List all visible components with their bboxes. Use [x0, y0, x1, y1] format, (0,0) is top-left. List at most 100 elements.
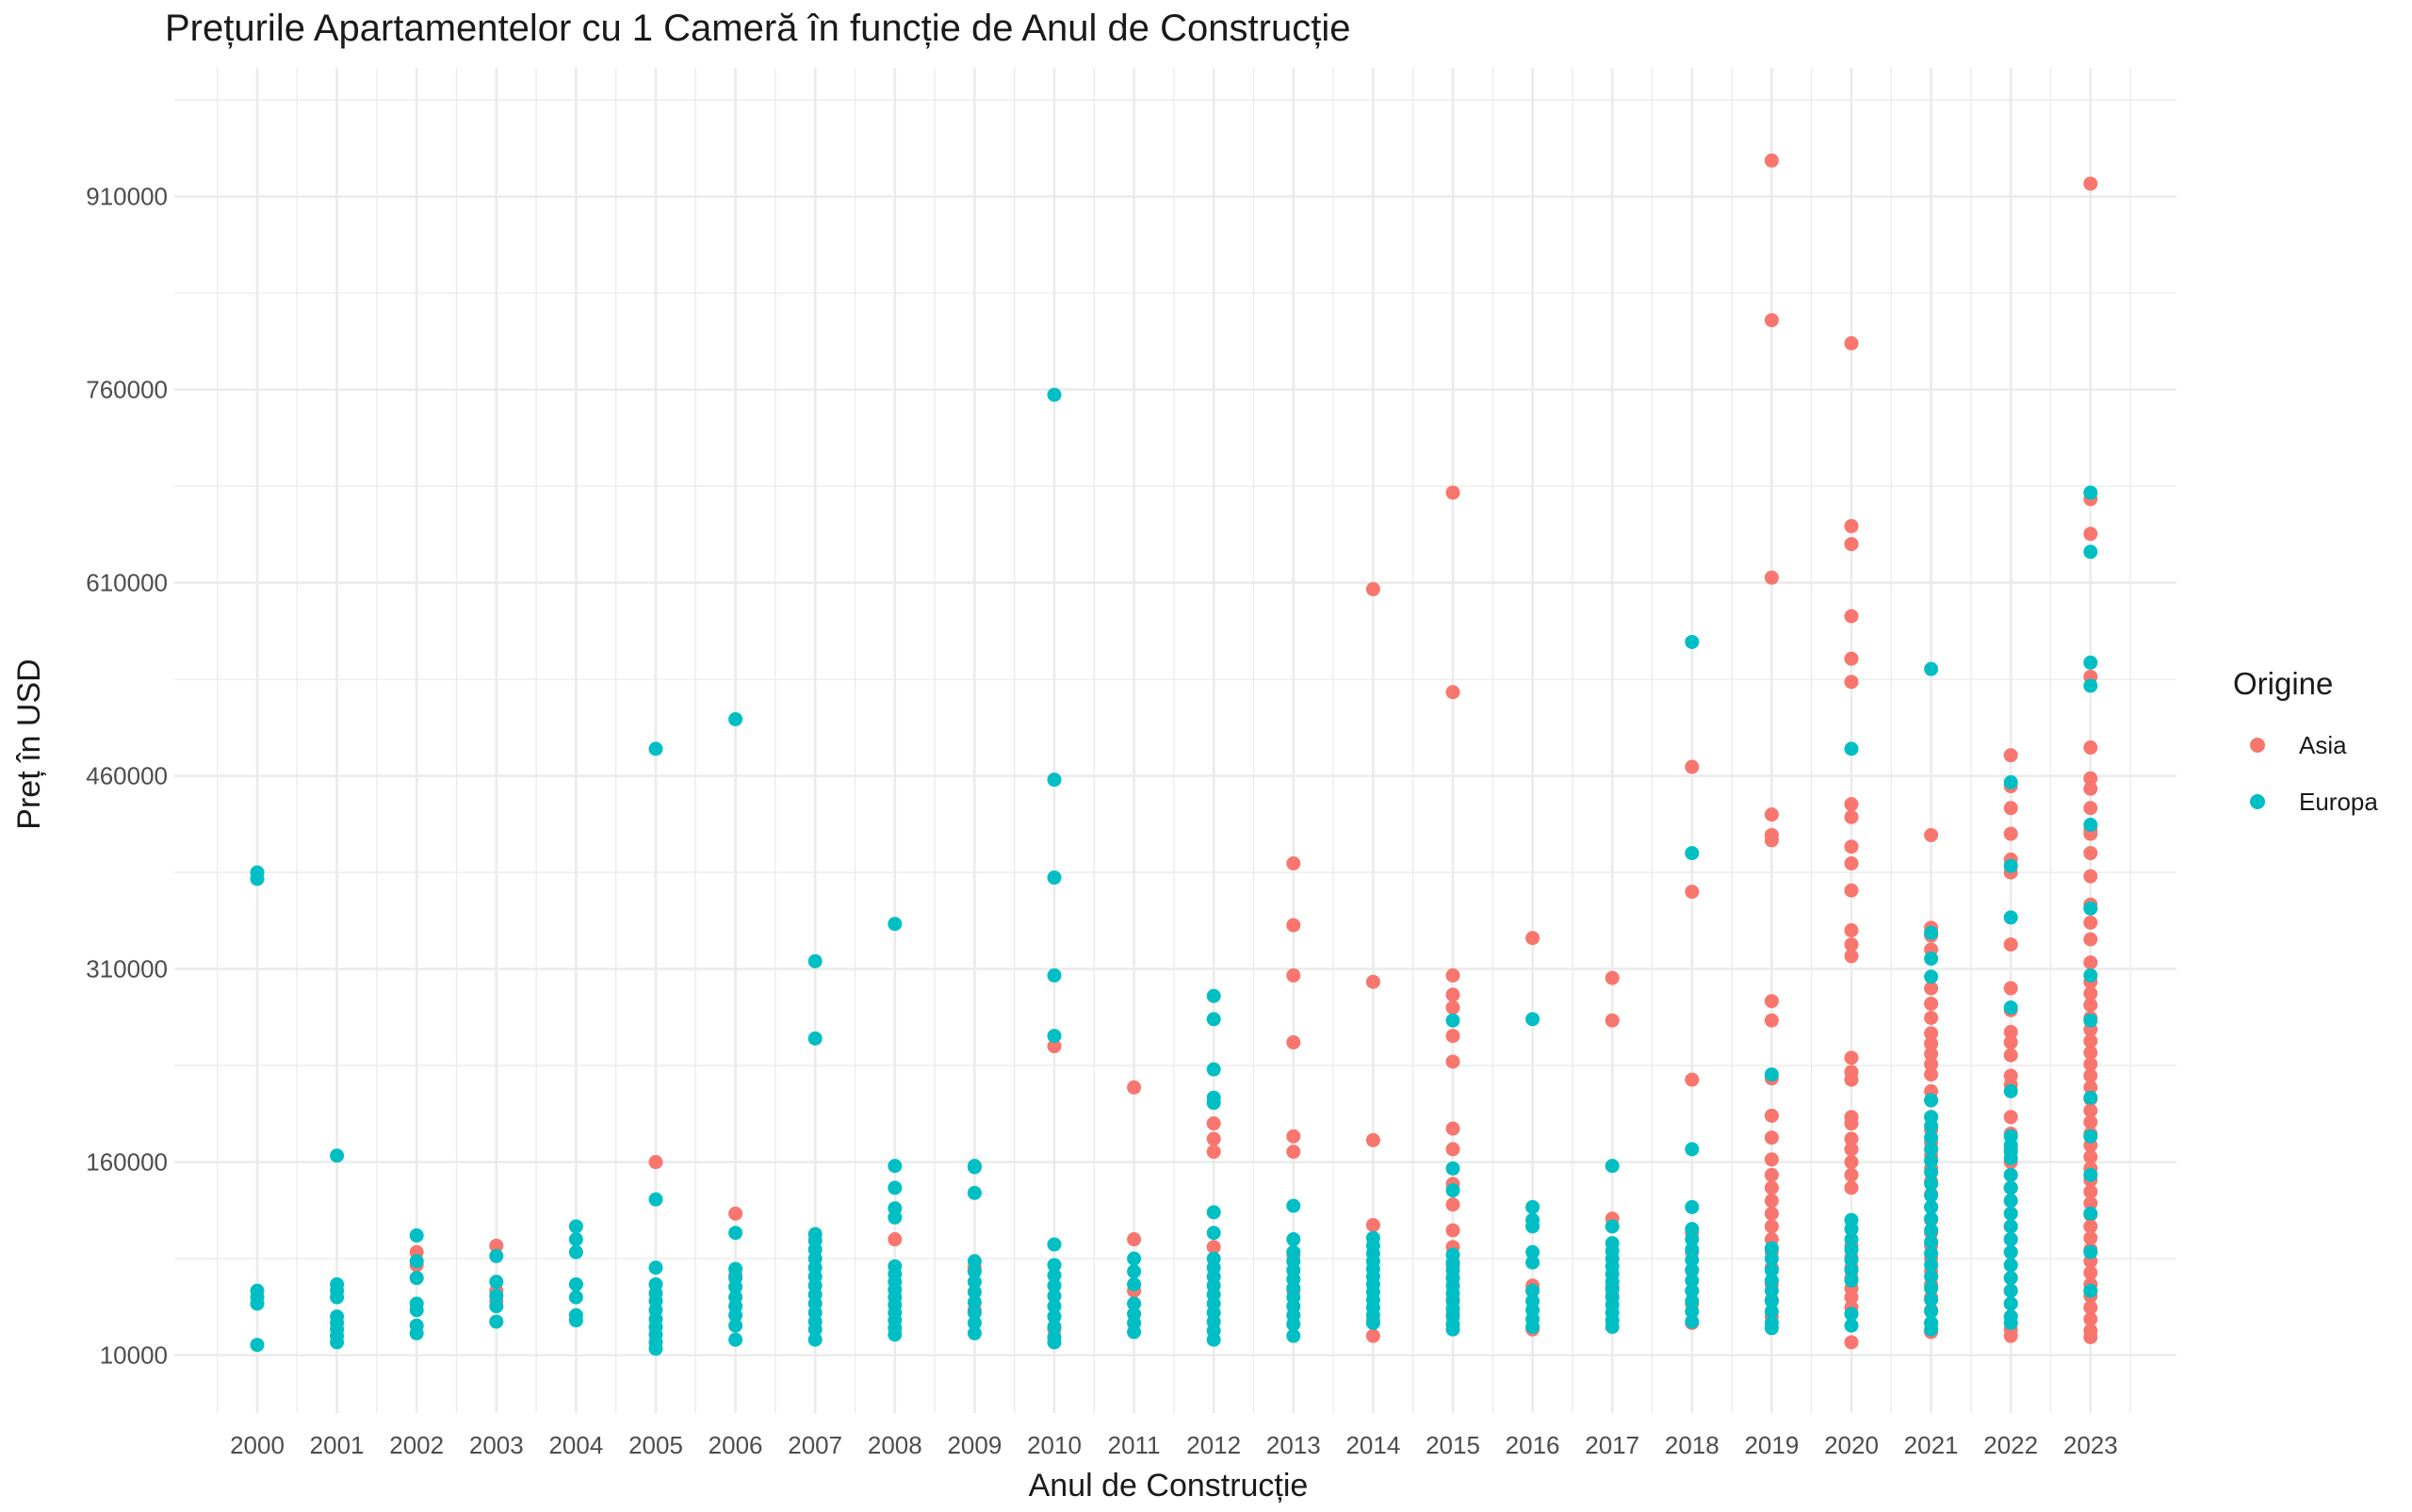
data-point-asia [2083, 1219, 2098, 1234]
data-point-asia [1685, 885, 1700, 900]
data-point-asia [2083, 1265, 2098, 1280]
data-point-europa [648, 741, 663, 756]
x-tick-label: 2021 [1904, 1431, 1959, 1459]
data-point-asia [1844, 537, 1859, 552]
data-point-europa [1685, 1222, 1700, 1237]
data-point-europa [1844, 1222, 1859, 1237]
data-point-asia [1365, 974, 1380, 989]
y-tick-label: 460000 [86, 762, 168, 790]
data-point-europa [1047, 1309, 1062, 1325]
data-point-europa [2003, 910, 2018, 925]
data-point-asia [1286, 856, 1301, 871]
data-point-europa [1525, 1199, 1540, 1214]
data-point-europa [1127, 1276, 1142, 1292]
data-point-asia [2083, 1184, 2098, 1199]
data-point-europa [250, 1296, 265, 1311]
data-point-asia [1844, 1142, 1859, 1157]
data-point-europa [1047, 387, 1062, 402]
y-tick-label: 760000 [86, 376, 168, 404]
data-point-europa [1924, 1234, 1939, 1249]
data-point-europa [1844, 741, 1859, 756]
data-point-asia [1844, 923, 1859, 938]
data-point-europa [1924, 1142, 1939, 1157]
data-point-europa [807, 1031, 823, 1046]
data-point-europa [2003, 1206, 2018, 1221]
data-point-asia [1764, 313, 1779, 328]
data-point-europa [1206, 1062, 1221, 1077]
data-point-europa [489, 1248, 504, 1263]
data-point-asia [1764, 570, 1779, 585]
data-point-europa [888, 917, 903, 932]
data-point-europa [728, 1308, 743, 1323]
data-point-europa [1844, 1273, 1859, 1288]
data-point-europa [888, 1327, 903, 1342]
legend-title: Origine [2233, 666, 2333, 701]
data-point-europa [568, 1244, 583, 1260]
data-point-europa [1365, 1315, 1380, 1330]
legend-key-asia [2250, 738, 2265, 753]
data-point-asia [1445, 1029, 1460, 1044]
data-point-asia [1286, 967, 1301, 983]
data-point-asia [1844, 1131, 1859, 1146]
data-point-europa [1924, 1280, 1939, 1295]
data-point-europa [2003, 1244, 2018, 1260]
data-point-asia [728, 1206, 743, 1221]
data-point-asia [2083, 740, 2098, 756]
data-point-europa [967, 1185, 982, 1200]
data-point-asia [2083, 1230, 2098, 1245]
data-point-europa [568, 1290, 583, 1305]
data-point-europa [807, 953, 823, 968]
data-point-asia [1445, 1223, 1460, 1238]
data-point-europa [2003, 774, 2018, 789]
x-tick-label: 2018 [1665, 1431, 1719, 1459]
x-tick-label: 2012 [1186, 1431, 1241, 1459]
data-point-asia [1286, 1129, 1301, 1144]
data-point-europa [1127, 1251, 1142, 1266]
data-point-europa [1525, 1283, 1540, 1298]
x-tick-label: 2017 [1585, 1431, 1639, 1459]
data-point-europa [648, 1341, 663, 1357]
data-point-europa [1525, 1244, 1540, 1260]
data-point-asia [1365, 581, 1380, 596]
y-tick-label: 610000 [86, 569, 168, 597]
data-point-europa [1286, 1198, 1301, 1213]
data-point-europa [1127, 1325, 1142, 1340]
data-point-asia [1844, 1050, 1859, 1065]
data-point-asia [1844, 839, 1859, 854]
data-point-asia [2083, 1329, 2098, 1344]
data-point-europa [1445, 1161, 1460, 1176]
data-point-europa [1685, 1252, 1700, 1267]
x-tick-label: 2022 [1983, 1431, 2038, 1459]
data-point-asia [489, 1238, 504, 1253]
data-point-europa [1445, 1183, 1460, 1198]
data-point-asia [1206, 1131, 1221, 1146]
data-point-europa [1685, 634, 1700, 649]
data-point-europa [1206, 1205, 1221, 1220]
data-point-europa [2083, 485, 2098, 500]
data-point-europa [1924, 1093, 1939, 1108]
data-point-europa [1047, 870, 1062, 886]
data-point-asia [1764, 1219, 1779, 1234]
data-point-europa [1924, 1322, 1939, 1337]
data-point-asia [1286, 1034, 1301, 1049]
x-tick-label: 2020 [1824, 1431, 1879, 1459]
data-point-asia [1445, 485, 1460, 500]
data-point-europa [1685, 1283, 1700, 1298]
data-point-asia [1924, 1010, 1939, 1025]
x-tick-label: 2002 [389, 1431, 444, 1459]
x-tick-label: 2003 [469, 1431, 524, 1459]
data-point-europa [1764, 1293, 1779, 1309]
data-point-europa [1844, 1318, 1859, 1333]
data-point-asia [2003, 1048, 2018, 1063]
data-point-asia [2003, 981, 2018, 996]
data-point-asia [1924, 981, 1939, 996]
data-point-europa [1924, 1304, 1939, 1319]
data-point-asia [648, 1155, 663, 1170]
data-point-asia [1924, 996, 1939, 1011]
data-point-europa [1924, 1199, 1939, 1214]
data-point-asia [1844, 949, 1859, 964]
data-point-europa [1445, 1322, 1460, 1337]
data-point-europa [1764, 1321, 1779, 1336]
